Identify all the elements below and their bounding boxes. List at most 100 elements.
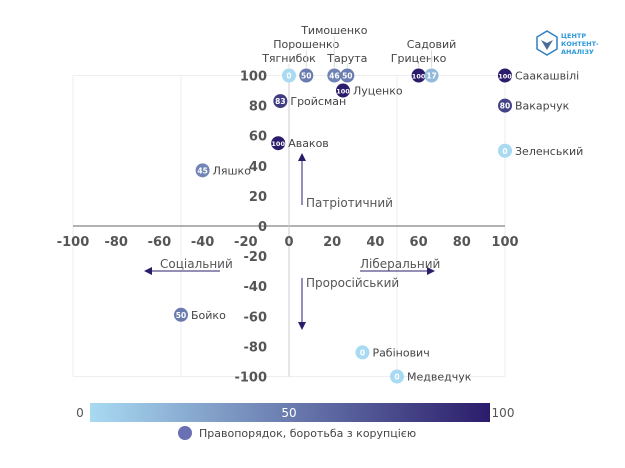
point-name-label: Гройсман — [290, 95, 346, 108]
point-name-label: Медведчук — [407, 371, 472, 384]
data-point[interactable]: 100 Луценко — [336, 83, 403, 98]
point-name-label: Гриценко — [391, 52, 447, 65]
legend-marker — [178, 426, 192, 440]
point-name-label: Тарута — [326, 52, 367, 65]
point-marker[interactable] — [336, 83, 350, 98]
data-point[interactable]: 17 Садовий — [407, 38, 457, 83]
point-value-label: 0 — [394, 373, 399, 382]
point-marker[interactable] — [390, 369, 404, 384]
data-point[interactable]: 46 Тимошенко — [300, 24, 368, 83]
point-value-label: 100 — [271, 140, 285, 148]
point-marker[interactable] — [273, 94, 288, 109]
x-tick-label: 0 — [284, 235, 293, 250]
legend-label: Правопорядок, боротьба з корупцією — [199, 427, 416, 440]
point-marker[interactable] — [327, 68, 342, 83]
point-name-label: Тимошенко — [300, 24, 368, 37]
data-point[interactable]: 0 Тягнибок — [261, 52, 316, 83]
y-tick-label: -100 — [234, 371, 267, 386]
svg-text:ЦЕНТР: ЦЕНТР — [561, 32, 586, 40]
x-tick-label: 100 — [491, 235, 518, 250]
point-name-label: Порошенко — [273, 38, 339, 51]
x-tick-label: 60 — [410, 235, 428, 250]
point-marker[interactable] — [282, 68, 296, 83]
x-tick-label: 40 — [366, 235, 384, 250]
data-point[interactable]: 50 Порошенко — [273, 38, 340, 83]
point-value-label: 100 — [498, 73, 512, 81]
y-tick-label: -40 — [244, 280, 268, 295]
point-value-label: 0 — [360, 348, 365, 357]
point-value-label: 100 — [336, 88, 350, 96]
data-point[interactable]: 50 Тарута — [326, 52, 367, 83]
y-tick-label: -60 — [244, 310, 268, 325]
point-value-label: 46 — [329, 72, 339, 81]
point-value-label: 0 — [502, 147, 507, 156]
colorbar-max: 100 — [492, 406, 515, 420]
point-value-label: 83 — [275, 97, 285, 106]
data-point[interactable]: 80 Вакарчук — [498, 98, 570, 113]
y-tick-label: 100 — [240, 70, 267, 85]
point-value-label: 50 — [342, 72, 352, 81]
axis-label-right: Ліберальний — [360, 257, 440, 271]
data-point[interactable]: 0 Медведчук — [390, 369, 472, 384]
data-point[interactable]: 0 Зеленський — [498, 143, 583, 158]
point-value-label: 80 — [500, 102, 510, 111]
data-point[interactable]: 0 Рабінович — [355, 345, 430, 360]
x-tick-label: -80 — [104, 235, 128, 250]
y-tick-label: -80 — [244, 340, 268, 355]
point-name-label: Вакарчук — [515, 100, 570, 113]
point-marker[interactable] — [174, 307, 188, 322]
y-tick-label: 40 — [249, 160, 267, 175]
point-marker[interactable] — [411, 68, 426, 83]
point-name-label: Садовий — [407, 38, 457, 51]
x-tick-label: -20 — [234, 235, 258, 250]
data-point[interactable]: 100 Гриценко — [391, 52, 447, 83]
point-name-label: Тягнибок — [261, 52, 316, 65]
point-name-label: Аваков — [288, 137, 329, 150]
point-marker[interactable] — [340, 68, 355, 83]
point-name-label: Рабінович — [372, 346, 429, 359]
colorbar-mid: 50 — [281, 406, 296, 420]
x-tick-label: -40 — [191, 235, 215, 250]
point-marker[interactable] — [498, 143, 512, 158]
x-tick-label: -100 — [57, 235, 90, 250]
point-marker[interactable] — [299, 68, 314, 83]
point-marker[interactable] — [498, 68, 512, 83]
data-point[interactable]: 100 Аваков — [271, 136, 329, 151]
point-name-label: Луценко — [353, 85, 403, 98]
point-name-label: Саакашвілі — [515, 70, 579, 83]
point-value-label: 100 — [412, 73, 426, 81]
point-marker[interactable] — [271, 136, 286, 151]
data-point[interactable]: 83 Гройсман — [273, 94, 346, 109]
axis-label-up: Патріотичний — [306, 196, 393, 210]
point-value-label: 17 — [426, 72, 436, 81]
point-marker[interactable] — [424, 68, 439, 83]
point-marker[interactable] — [498, 98, 512, 113]
data-point[interactable]: 45 Ляшко — [195, 163, 252, 178]
point-value-label: 50 — [176, 311, 186, 320]
data-point[interactable]: 100 Саакашвілі — [498, 68, 579, 83]
x-tick-label: 20 — [323, 235, 341, 250]
colorbar-min: 0 — [76, 406, 84, 420]
axis-label-down: Проросійський — [306, 276, 399, 290]
y-tick-label: 80 — [249, 100, 267, 115]
x-tick-label: -60 — [148, 235, 172, 250]
colorbar — [90, 403, 490, 422]
point-name-label: Зеленський — [515, 145, 583, 158]
y-tick-label: 60 — [249, 130, 267, 145]
y-tick-label: 0 — [258, 220, 267, 235]
data-point[interactable]: 50 Бойко — [174, 307, 226, 322]
point-marker[interactable] — [195, 163, 210, 178]
svg-text:КОНТЕНТ-: КОНТЕНТ- — [561, 40, 599, 48]
axis-label-left: Соціальний — [160, 257, 233, 271]
y-tick-label: 20 — [249, 190, 267, 205]
point-name-label: Бойко — [191, 309, 226, 322]
y-tick-label: -20 — [244, 250, 268, 265]
point-marker[interactable] — [355, 345, 370, 360]
logo: ЦЕНТР КОНТЕНТ- АНАЛІЗУ — [536, 30, 599, 56]
x-tick-label: 80 — [453, 235, 471, 250]
point-value-label: 50 — [301, 72, 311, 81]
point-name-label: Ляшко — [213, 164, 252, 177]
point-value-label: 45 — [197, 166, 207, 175]
